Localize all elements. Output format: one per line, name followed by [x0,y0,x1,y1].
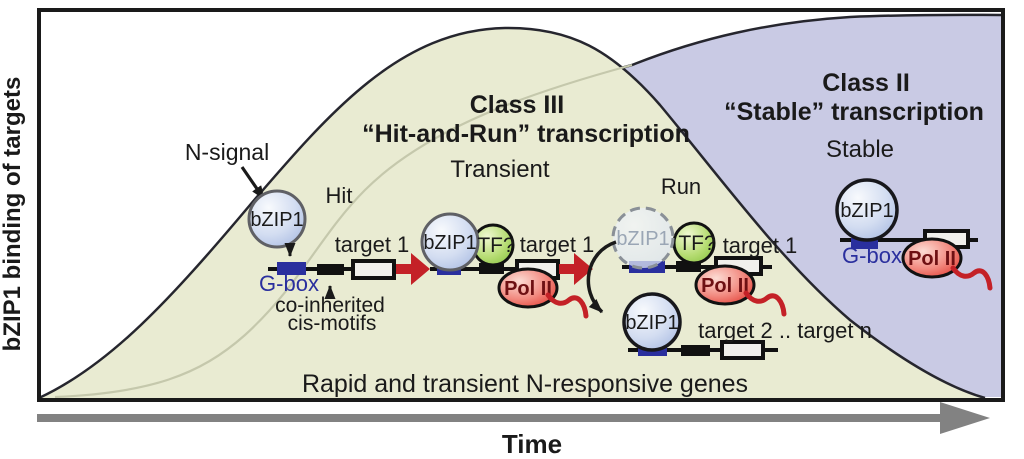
cis-motif-box [676,261,701,272]
class3-region [39,27,985,399]
relocation-arrow [586,240,617,314]
gbox-motif [851,238,878,249]
target1-label: target 1 [520,232,595,257]
class3-mode-label: Transient [450,156,549,183]
gbox-label: G-box [842,243,902,268]
plot-border [37,8,1005,402]
n-signal-arrow [240,166,266,200]
stable-gene-construct: bZIP1 G-box Pol II [835,178,993,291]
y-axis-label: bZIP1 binding of targets [0,77,26,352]
n-signal-label: N-signal [185,139,269,165]
co-inherited-label-1: co-inherited [275,294,385,317]
pol2-protein [694,264,756,306]
class3-title: Class III [470,91,565,119]
gbox-motif [277,262,306,275]
x-axis-label: Time [502,429,562,459]
time-axis-bar [37,414,940,422]
transition-arrow-1 [396,253,430,285]
bzip1-label: bZIP1 [616,228,669,250]
cis-motif-box [681,345,710,356]
pol2-protein [497,267,559,309]
pol2-label: Pol II [504,278,552,300]
class2-mode-label: Stable [826,136,894,163]
target1-label: target 1 [723,233,798,258]
class2-hidden-curve [54,63,633,399]
transcription-gene-construct: bZIP1 TF? target 1 Pol II [420,212,595,319]
bzip1-label: bZIP1 [250,209,303,231]
tf-label: TF? [678,232,715,255]
target1-label: target 1 [335,232,410,257]
bzip1-label: bZIP1 [840,200,893,222]
pol2-label: Pol II [701,275,749,297]
class2-title: Class II [822,69,910,97]
cis-motif-box [479,263,504,274]
tf-label: TF? [477,234,514,257]
gbox-label: G-box [259,271,319,296]
class2-subtitle: “Stable” transcription [724,98,984,126]
bzip1-label: bZIP1 [625,312,678,334]
rna-transcript [950,265,993,291]
class3-subtitle: “Hit-and-Run” transcription [362,120,690,148]
run-gene-construct: bZIP1 TF? target 1 Pol II [586,206,798,317]
bzip1-label: bZIP1 [423,232,476,254]
next-targets-gene-construct: bZIP1 target 2 .. target n [622,292,872,360]
bzip1-protein-leaving [611,206,675,270]
class3-curve [38,26,986,400]
hit-gene-construct: bZIP1 G-box co-inherited cis-motifs targ… [247,189,410,335]
bzip1-protein [420,212,480,272]
time-axis: Time [37,402,990,459]
target-gene-box [351,259,396,280]
hit-label: Hit [326,183,353,208]
transition-arrow-2 [559,253,593,285]
rna-transcript [743,290,787,317]
bzip1-protein [622,292,682,352]
bzip1-protein [247,189,307,249]
bzip1-protein [835,178,899,242]
caption: Rapid and transient N-responsive genes [302,370,748,398]
cis-motif-box [317,264,344,275]
target-gene-box [720,340,765,360]
pol2-protein [901,237,963,279]
time-axis-arrowhead [940,402,990,434]
co-inherited-label-2: cis-motifs [288,312,377,335]
run-label: Run [661,174,701,199]
pol2-label: Pol II [908,248,956,270]
rna-transcript [545,292,589,319]
target2n-label: target 2 .. target n [698,318,872,343]
